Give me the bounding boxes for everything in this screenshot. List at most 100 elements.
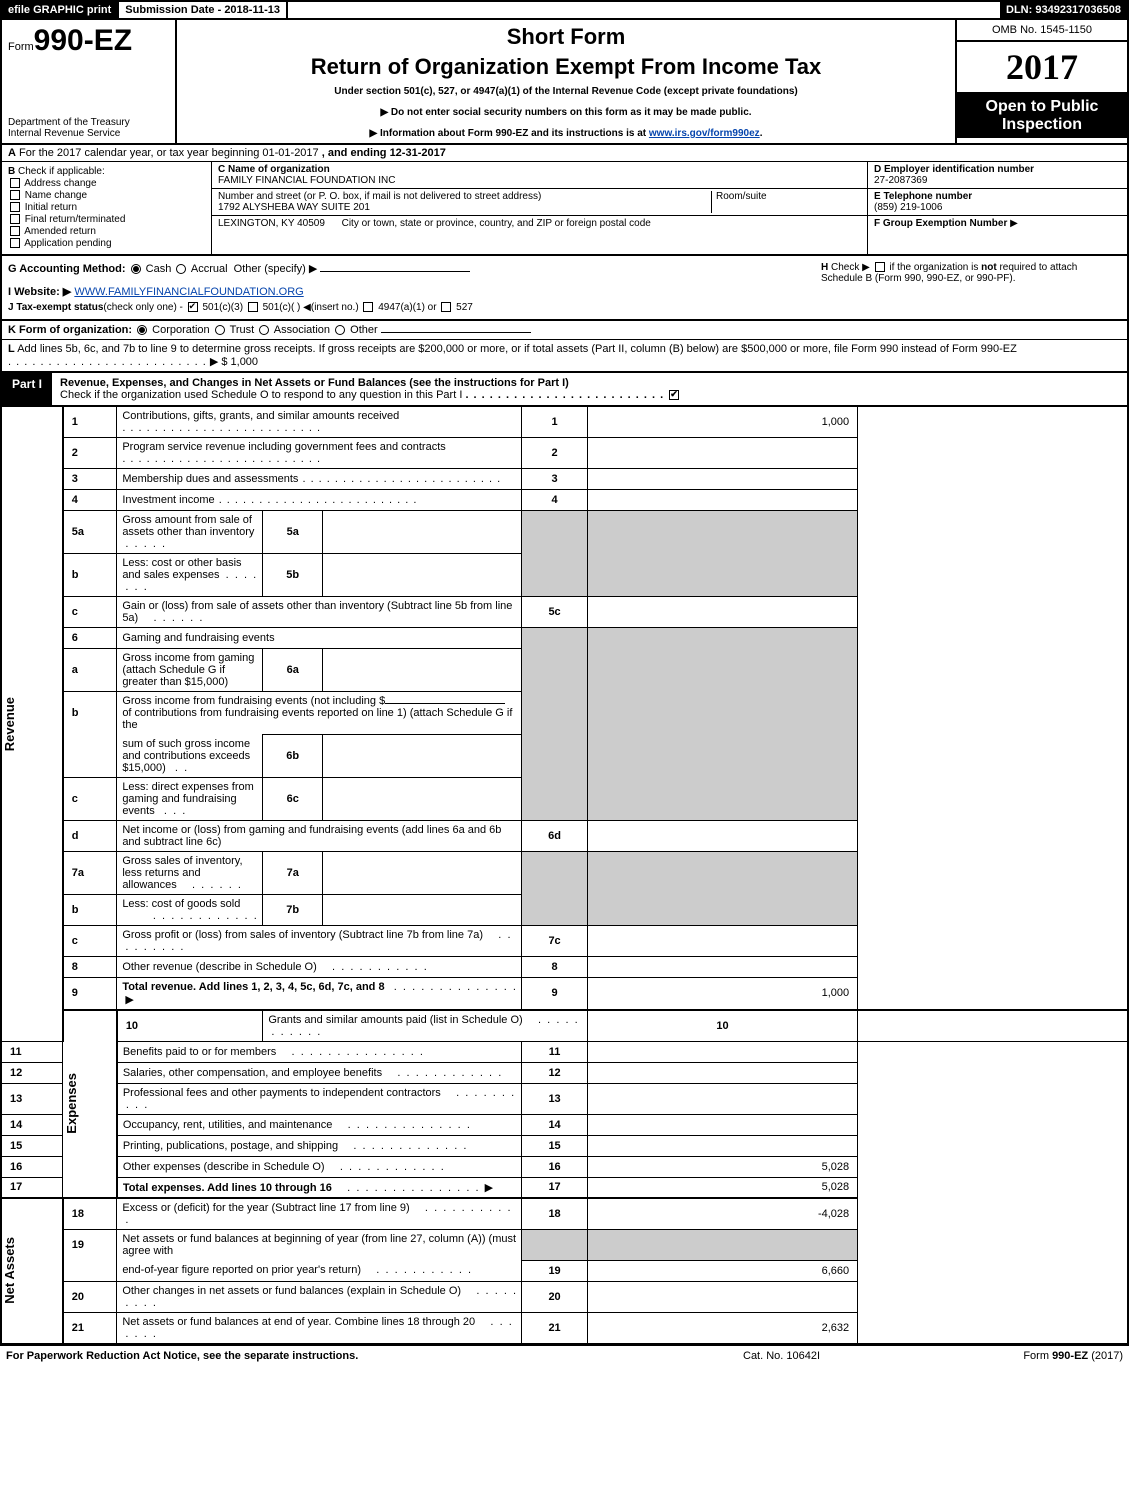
h-label: H [821, 262, 828, 273]
label-a: A [8, 147, 16, 159]
line-16: 16 Other expenses (describe in Schedule … [1, 1156, 1128, 1177]
line-1: Revenue 1 Contributions, gifts, grants, … [1, 406, 1128, 438]
form-footer: Form 990-EZ (2017) [943, 1350, 1123, 1362]
side-revenue: Revenue [1, 406, 63, 1041]
catalog-number: Cat. No. 10642I [743, 1350, 943, 1362]
line-3: 3 Membership dues and assessments 3 [1, 469, 1128, 490]
irs-link[interactable]: www.irs.gov/form990ez [649, 128, 760, 139]
info-note: ▶ Information about Form 990-EZ and its … [185, 128, 947, 139]
line-17: 17 Total expenses. Add lines 10 through … [1, 1177, 1128, 1198]
column-def: D Employer identification number 27-2087… [867, 162, 1127, 254]
l-arrow: ▶ $ 1,000 [210, 356, 258, 368]
dept-line2: Internal Revenue Service [8, 128, 169, 139]
phone-val: (859) 219-1006 [874, 202, 942, 213]
info-post: . [760, 128, 763, 139]
column-b: B Check if applicable: Address change Na… [2, 162, 212, 254]
line-20: 20 Other changes in net assets or fund b… [1, 1281, 1128, 1312]
radio-association[interactable] [259, 325, 269, 335]
chk-application-pending[interactable]: Application pending [8, 238, 205, 249]
g-label: G Accounting Method: [8, 263, 126, 275]
chk-4947[interactable] [363, 302, 373, 312]
phone-cell: E Telephone number (859) 219-1006 [868, 189, 1127, 216]
chk-final-return[interactable]: Final return/terminated [8, 214, 205, 225]
open-to-public: Open to Public Inspection [957, 94, 1127, 138]
chk-schedule-b[interactable] [875, 262, 885, 272]
ssn-note: ▶ Do not enter social security numbers o… [185, 107, 947, 118]
form-no-big: 990-EZ [34, 24, 132, 57]
line-6: 6 Gaming and fundraising events [1, 628, 1128, 649]
row-k: K Form of organization: Corporation Trus… [0, 319, 1129, 339]
line-13: 13 Professional fees and other payments … [1, 1083, 1128, 1114]
paperwork-notice: For Paperwork Reduction Act Notice, see … [6, 1350, 743, 1362]
part1-title: Revenue, Expenses, and Changes in Net As… [52, 373, 1127, 405]
radio-accrual[interactable] [176, 264, 186, 274]
i-label: I Website: ▶ [8, 286, 71, 298]
line-12: 12 Salaries, other compensation, and emp… [1, 1062, 1128, 1083]
header-left: Form990-EZ Department of the Treasury In… [2, 20, 177, 143]
dln: DLN: 93492317036508 [1000, 2, 1127, 18]
line-10: Expenses 10 Grants and similar amounts p… [1, 1010, 1128, 1042]
radio-other[interactable] [335, 325, 345, 335]
chk-501c3[interactable] [188, 302, 198, 312]
check-if: Check if applicable: [18, 166, 105, 177]
chk-schedule-o[interactable] [669, 390, 679, 400]
line-19-2: end-of-year figure reported on prior yea… [1, 1260, 1128, 1281]
c-label: C Name of organization [218, 164, 330, 175]
chk-amended-return[interactable]: Amended return [8, 226, 205, 237]
l-text: Add lines 5b, 6c, and 7b to line 9 to de… [17, 343, 1017, 355]
line-7c: c Gross profit or (loss) from sales of i… [1, 925, 1128, 956]
label-b: B [8, 166, 15, 177]
submission-date: Submission Date - 2018-11-13 [119, 2, 288, 18]
ein-val: 27-2087369 [874, 175, 927, 186]
city-val: LEXINGTON, KY 40509 [218, 218, 325, 229]
org-name: FAMILY FINANCIAL FOUNDATION INC [218, 175, 395, 186]
radio-cash[interactable] [131, 264, 141, 274]
line-6c: c Less: direct expenses from gaming and … [1, 777, 1128, 820]
line-6a: a Gross income from gaming (attach Sched… [1, 649, 1128, 692]
l-label: L [8, 343, 15, 355]
chk-address-change[interactable]: Address change [8, 178, 205, 189]
chk-name-change[interactable]: Name change [8, 190, 205, 201]
chk-501c[interactable] [248, 302, 258, 312]
addr-label: Number and street (or P. O. box, if mail… [218, 191, 541, 202]
line-15: 15 Printing, publications, postage, and … [1, 1135, 1128, 1156]
line-19-1: 19 Net assets or fund balances at beginn… [1, 1230, 1128, 1261]
efile-label: efile GRAPHIC print [2, 2, 119, 18]
form-title: Return of Organization Exempt From Incom… [185, 54, 947, 80]
line-5a: 5a Gross amount from sale of assets othe… [1, 511, 1128, 554]
line-18: Net Assets 18 Excess or (deficit) for th… [1, 1198, 1128, 1230]
part1-table: Revenue 1 Contributions, gifts, grants, … [0, 405, 1129, 1345]
k-label: K Form of organization: [8, 324, 132, 336]
form-header: Form990-EZ Department of the Treasury In… [0, 18, 1129, 145]
group-exemption-cell: F Group Exemption Number ▶ [868, 216, 1127, 254]
line-14: 14 Occupancy, rent, utilities, and maint… [1, 1114, 1128, 1135]
line-9: 9 Total revenue. Add lines 1, 2, 3, 4, 5… [1, 977, 1128, 1010]
line-8: 8 Other revenue (describe in Schedule O)… [1, 956, 1128, 977]
line-7a: 7a Gross sales of inventory, less return… [1, 851, 1128, 894]
department: Department of the Treasury Internal Reve… [8, 117, 169, 139]
side-expenses: Expenses [63, 1010, 117, 1199]
f-arrow: ▶ [1010, 218, 1018, 229]
form-number: Form990-EZ [8, 24, 169, 58]
radio-corporation[interactable] [137, 325, 147, 335]
accounting-method: G Accounting Method: Cash Accrual Other … [8, 262, 821, 313]
dept-line1: Department of the Treasury [8, 117, 169, 128]
org-name-cell: C Name of organization FAMILY FINANCIAL … [212, 162, 867, 189]
chk-initial-return[interactable]: Initial return [8, 202, 205, 213]
chk-527[interactable] [441, 302, 451, 312]
row-l: L Add lines 5b, 6c, and 7b to line 9 to … [0, 339, 1129, 371]
line-5c: c Gain or (loss) from sale of assets oth… [1, 597, 1128, 628]
row-gh: G Accounting Method: Cash Accrual Other … [0, 254, 1129, 319]
line-6b-1: b Gross income from fundraising events (… [1, 692, 1128, 735]
city-label: City or town, state or province, country… [342, 218, 651, 229]
line-6b-2: sum of such gross income and contributio… [1, 735, 1128, 778]
form-prefix: Form [8, 41, 34, 53]
radio-trust[interactable] [215, 325, 225, 335]
line-6d: d Net income or (loss) from gaming and f… [1, 820, 1128, 851]
header-right: OMB No. 1545-1150 2017 Open to Public In… [957, 20, 1127, 143]
j-label: J Tax-exempt status [8, 302, 103, 313]
website-link[interactable]: WWW.FAMILYFINANCIALFOUNDATION.ORG [74, 286, 303, 298]
row-a-ending: , and ending 12-31-2017 [322, 147, 446, 159]
omb-number: OMB No. 1545-1150 [957, 20, 1127, 42]
under-section: Under section 501(c), 527, or 4947(a)(1)… [185, 86, 947, 97]
